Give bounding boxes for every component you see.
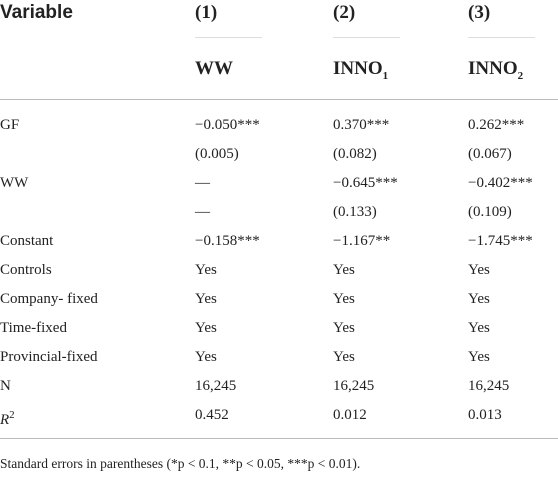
cell: Yes (333, 320, 355, 336)
column-number: (2) (333, 2, 356, 23)
cell: 0.013 (468, 407, 502, 423)
cell: Yes (468, 262, 490, 278)
row-label: Provincial-fixed (0, 349, 98, 365)
cell: 0.012 (333, 407, 367, 423)
header-variable: Variable (0, 2, 73, 23)
column-rule (333, 37, 400, 38)
cell-text: WW (195, 58, 233, 79)
bottom-rule (0, 438, 558, 439)
cell: (0.067) (468, 146, 512, 162)
cell: −0.050*** (195, 117, 260, 133)
column-number: (1) (195, 2, 218, 23)
cell: −0.158*** (195, 233, 260, 249)
row-label: GF (0, 117, 20, 133)
cell: 0.370*** (333, 117, 390, 133)
row-label: Controls (0, 262, 52, 278)
cell: Yes (468, 320, 490, 336)
dependent-variable: INNO2 (468, 58, 523, 87)
cell: — (195, 204, 210, 220)
cell-text: INNO (468, 58, 518, 79)
cell: 16,245 (195, 378, 237, 394)
row-label: N (0, 378, 11, 394)
cell: Yes (333, 349, 355, 365)
row-label: Time-fixed (0, 320, 67, 336)
cell: Yes (195, 262, 217, 278)
subscript: 1 (382, 69, 389, 82)
column-rule (195, 37, 262, 38)
cell: (0.082) (333, 146, 377, 162)
cell: Yes (195, 349, 217, 365)
cell-text: R (0, 412, 10, 428)
dependent-variable: WW (195, 58, 233, 80)
row-label: Company- fixed (0, 291, 98, 307)
footnote: Standard errors in parentheses (*p < 0.1… (0, 456, 361, 471)
cell-text: INNO (333, 58, 383, 79)
header-rule (0, 99, 558, 100)
cell: (0.005) (195, 146, 239, 162)
cell: (0.109) (468, 204, 512, 220)
cell: 16,245 (468, 378, 510, 394)
row-label: R2 (0, 406, 15, 429)
cell: — (195, 175, 210, 191)
cell: Yes (468, 291, 490, 307)
superscript: 2 (9, 409, 15, 421)
cell: Yes (468, 349, 490, 365)
cell: (0.133) (333, 204, 377, 220)
cell: −1.745*** (468, 233, 533, 249)
cell: 0.262*** (468, 117, 525, 133)
row-label: WW (0, 175, 29, 191)
column-rule (468, 37, 535, 38)
cell: −1.167** (333, 233, 391, 249)
dependent-variable: INNO1 (333, 58, 388, 87)
cell: Yes (333, 291, 355, 307)
cell: −0.645*** (333, 175, 398, 191)
cell: 16,245 (333, 378, 375, 394)
cell: Yes (333, 262, 355, 278)
cell: Yes (195, 291, 217, 307)
cell: −0.402*** (468, 175, 533, 191)
cell: Yes (195, 320, 217, 336)
subscript: 2 (517, 69, 524, 82)
row-label: Constant (0, 233, 54, 249)
column-number: (3) (468, 2, 491, 23)
cell: 0.452 (195, 407, 229, 423)
